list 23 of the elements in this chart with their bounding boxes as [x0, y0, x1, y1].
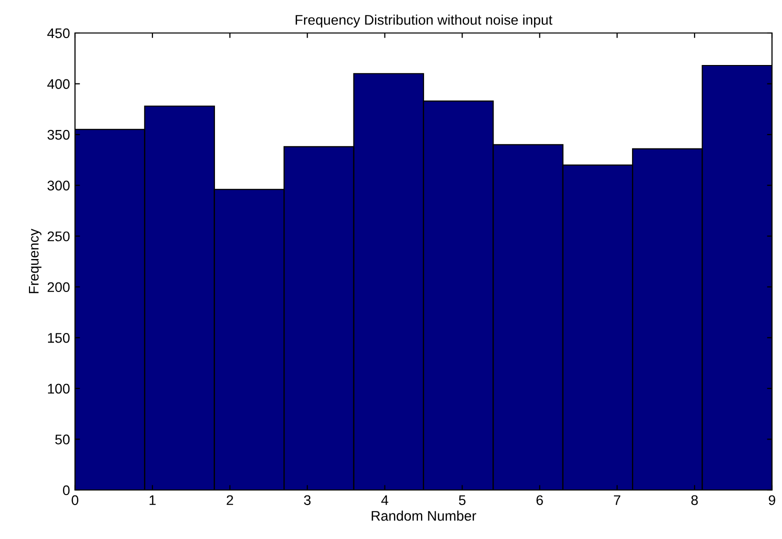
y-tick-label: 400: [47, 79, 70, 89]
x-tick-label: 6: [536, 495, 543, 506]
y-tick-label: 200: [48, 282, 70, 292]
y-tick-label: 350: [48, 130, 70, 140]
x-tick-label: 5: [458, 495, 466, 506]
y-tick-label: 100: [48, 384, 70, 394]
x-axis-title: Random Number: [372, 510, 476, 521]
x-tick-label: 9: [768, 495, 776, 506]
y-tick-label: 0: [62, 485, 70, 496]
y-tick-label: 450: [47, 28, 70, 38]
x-tick-label: 8: [691, 495, 698, 506]
y-tick-label: 150: [48, 333, 70, 343]
y-tick-label: 250: [48, 231, 70, 242]
y-tick-label: 300: [48, 180, 70, 191]
x-tick-label: 2: [226, 495, 234, 505]
y-axis-title: Frequency: [28, 228, 42, 294]
x-tick-label: 0: [72, 495, 78, 506]
x-tick-label: 1: [150, 495, 156, 505]
chart-title: Frequency Distribution without noise input: [296, 14, 552, 28]
x-tick-label: 4: [381, 495, 388, 505]
x-tick-label: 7: [614, 495, 620, 505]
y-tick-label: 50: [55, 434, 70, 444]
x-tick-label: 3: [304, 495, 311, 506]
